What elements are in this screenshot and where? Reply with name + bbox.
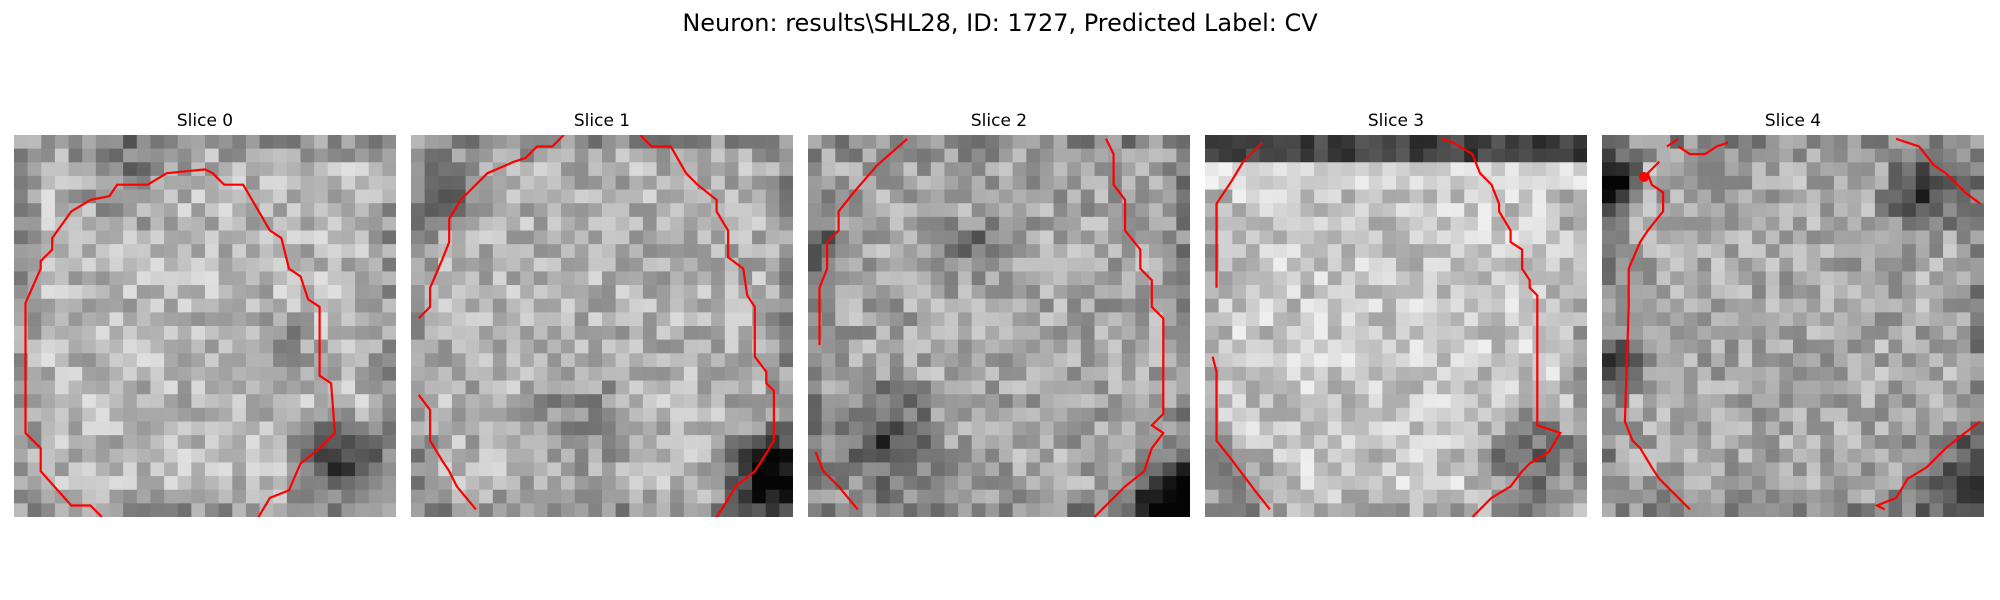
contour-line: [1666, 137, 1680, 148]
slice-panel-1: Slice 1: [411, 110, 793, 517]
contour-line: [417, 135, 565, 320]
slice-panel-2: Slice 2: [808, 110, 1190, 517]
slice-image: [1602, 135, 1984, 517]
contour-line: [1211, 356, 1271, 511]
contour-overlay: [1211, 137, 1562, 517]
contour-overlay: [24, 168, 337, 517]
contour-line: [639, 135, 775, 517]
contour-line: [1215, 141, 1264, 288]
contour-overlay: [417, 135, 775, 517]
slice-title: Slice 2: [970, 111, 1028, 131]
contour-line: [814, 451, 859, 511]
slice-image: [808, 135, 1190, 517]
slice-panel-3: Slice 3: [1205, 110, 1587, 517]
slice-image: [411, 135, 793, 517]
slice-image: [1205, 135, 1587, 517]
pixel-grid: [14, 135, 396, 517]
slice-image: [14, 135, 396, 517]
contour-line: [1623, 160, 1691, 511]
pixel-grid: [411, 135, 793, 517]
pixel-grid: [1602, 135, 1984, 517]
pixel-grid: [808, 135, 1190, 517]
slice-panel-0: Slice 0: [14, 110, 396, 517]
slice-title: Slice 3: [1367, 111, 1425, 131]
slice-title: Slice 1: [573, 111, 631, 131]
contour-line: [1677, 141, 1729, 156]
contour-overlay: [814, 137, 1165, 517]
contour-line: [818, 137, 909, 346]
slice-title: Slice 0: [176, 111, 234, 131]
contour-dot: [1639, 172, 1649, 182]
slice-title: Slice 4: [1764, 111, 1822, 131]
contour-line: [417, 394, 477, 511]
contour-line: [1441, 137, 1562, 517]
slice-panel-4: Slice 4: [1602, 110, 1984, 517]
pixel-grid: [1205, 135, 1587, 517]
contour-line: [1874, 420, 1981, 511]
figure-title: Neuron: results\SHL28, ID: 1727, Predict…: [682, 9, 1318, 37]
contour-line: [24, 168, 337, 517]
contour-line: [1895, 137, 1981, 205]
contour-overlay: [1623, 137, 1981, 511]
contour-line: [1093, 138, 1165, 517]
